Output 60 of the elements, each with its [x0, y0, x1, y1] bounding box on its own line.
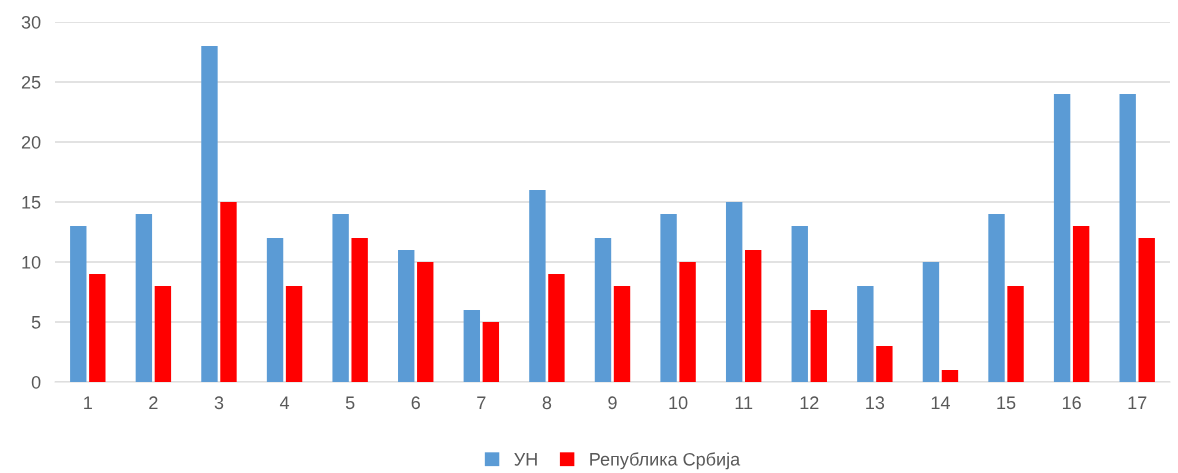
bar — [201, 46, 218, 382]
bar — [417, 262, 434, 382]
x-tick-label: 3 — [214, 396, 224, 410]
bar — [594, 238, 612, 382]
x-tick-label: 8 — [542, 396, 552, 410]
x-tick-label: 17 — [1128, 396, 1147, 409]
bar — [482, 322, 500, 382]
bar — [529, 190, 546, 382]
bar — [791, 226, 808, 382]
x-tick-label: 13 — [866, 396, 885, 410]
bar — [1138, 238, 1155, 382]
x-tick-label: 14 — [931, 396, 950, 409]
bar — [1072, 226, 1090, 382]
x-tick-label: 15 — [997, 396, 1016, 410]
x-tick-label: 10 — [669, 396, 688, 410]
bar — [351, 238, 368, 382]
y-tick-label: 15 — [22, 196, 41, 209]
bar — [135, 214, 153, 382]
bar — [876, 346, 893, 382]
bar — [857, 286, 874, 382]
x-tick-label: 4 — [279, 396, 290, 409]
bar — [398, 250, 415, 382]
bar — [1007, 286, 1024, 382]
bar — [679, 262, 696, 382]
x-tick-label: 7 — [477, 396, 486, 409]
bar — [725, 202, 743, 382]
y-tick-label: 5 — [31, 316, 41, 329]
bar — [941, 370, 959, 382]
x-tick-label: 1 — [84, 396, 92, 409]
bar — [660, 214, 677, 382]
bar — [89, 274, 106, 382]
bar — [744, 250, 762, 382]
x-tick-label: 6 — [411, 396, 420, 410]
bar — [1119, 94, 1136, 382]
bar — [613, 286, 631, 382]
bar — [266, 238, 284, 382]
bar — [154, 286, 172, 382]
bar — [285, 286, 303, 382]
y-tick-label: 25 — [21, 75, 41, 89]
bar — [810, 310, 827, 382]
legend-label: Република Србија — [590, 452, 741, 470]
bar — [463, 310, 481, 382]
bar — [548, 274, 565, 382]
x-tick-label: 5 — [345, 396, 355, 410]
bar — [70, 226, 87, 382]
x-tick-label: 11 — [735, 396, 753, 409]
y-tick-label: 0 — [31, 375, 41, 389]
y-tick-label: 10 — [22, 255, 41, 269]
x-tick-label: 9 — [608, 396, 617, 410]
bar — [922, 262, 940, 382]
y-tick-label: 30 — [21, 15, 41, 29]
x-tick-label: 2 — [149, 396, 158, 409]
legend-label: УН — [514, 453, 537, 466]
bar — [332, 214, 349, 382]
bar — [220, 202, 237, 382]
x-tick-label: 16 — [1062, 396, 1081, 410]
x-tick-label: 12 — [800, 396, 819, 409]
bar — [988, 214, 1005, 382]
bar — [1053, 94, 1071, 382]
y-tick-label: 20 — [21, 135, 41, 149]
